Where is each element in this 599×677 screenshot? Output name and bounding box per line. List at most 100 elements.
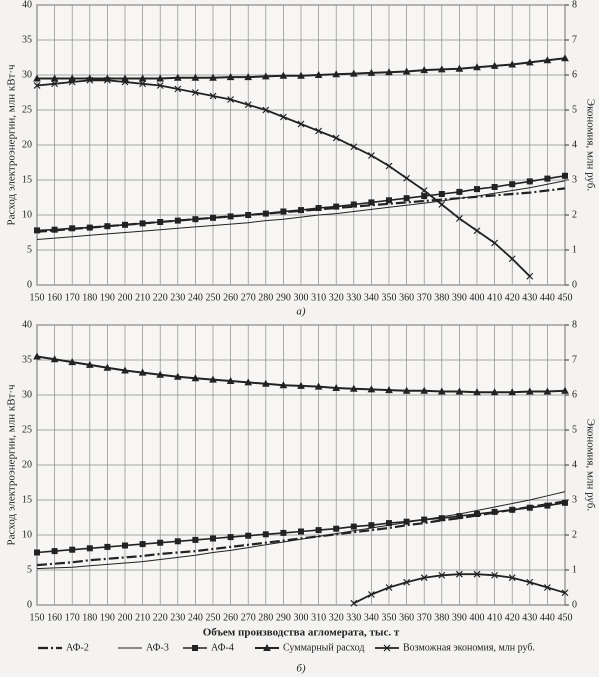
marker [33, 352, 41, 360]
marker [491, 571, 499, 579]
marker [543, 584, 551, 591]
x-tick-label: 410 [487, 292, 502, 303]
x-tick-label: 370 [417, 292, 432, 303]
marker [349, 384, 358, 392]
x-tick-label: 320 [329, 292, 344, 303]
marker [280, 529, 287, 536]
marker [191, 89, 199, 96]
marker [192, 216, 199, 223]
x-tick-label: 430 [522, 612, 537, 623]
marker [403, 578, 411, 586]
marker [51, 226, 58, 233]
y2-tick-label: 2 [572, 209, 577, 220]
marker [383, 644, 391, 652]
marker [34, 227, 40, 234]
marker [34, 549, 40, 556]
y-tick-label: 10 [22, 209, 32, 220]
marker [561, 54, 569, 62]
y-tick-label: 30 [22, 69, 32, 80]
marker [544, 502, 551, 509]
x-tick-label: 210 [135, 292, 150, 303]
marker [473, 63, 481, 71]
marker [104, 543, 111, 550]
marker [420, 66, 429, 74]
marker [191, 73, 200, 81]
marker [245, 212, 252, 218]
legend-item: Возможная экономия, млн руб. [375, 642, 535, 653]
y-tick-label: 30 [22, 389, 32, 400]
marker [209, 92, 217, 100]
marker [122, 542, 128, 549]
y-tick-label: 25 [22, 424, 32, 435]
marker [350, 143, 358, 151]
series-line [36, 500, 566, 567]
y-tick-label: 0 [27, 279, 32, 290]
marker [456, 188, 463, 195]
marker [526, 272, 534, 280]
marker [421, 193, 428, 200]
marker [403, 518, 410, 525]
marker [367, 591, 375, 598]
marker [333, 203, 340, 210]
marker [85, 360, 94, 368]
x-tick-label: 330 [346, 292, 361, 303]
marker [86, 76, 94, 84]
y2-tick-label: 1 [572, 244, 577, 255]
marker [474, 186, 480, 193]
marker [138, 368, 147, 376]
marker [386, 197, 392, 204]
legend-item: АФ-4 [183, 642, 234, 653]
x-tick-label: 160 [47, 612, 62, 623]
marker [191, 374, 200, 382]
y2-tick-label: 4 [572, 139, 577, 150]
y2-tick-label: 5 [572, 104, 577, 115]
marker [50, 355, 59, 363]
x-tick-label: 350 [382, 292, 397, 303]
x-tick-label: 440 [540, 292, 555, 303]
marker [473, 388, 481, 396]
marker [385, 162, 393, 170]
marker [561, 589, 569, 597]
y2-tick-label: 4 [572, 459, 577, 470]
marker [368, 522, 375, 529]
legend-item: Суммарный расход [255, 642, 364, 653]
marker [420, 187, 428, 194]
marker [420, 386, 429, 394]
marker [68, 74, 77, 82]
marker [333, 525, 340, 532]
marker [261, 72, 270, 80]
marker [368, 199, 375, 206]
marker [349, 69, 358, 77]
marker [455, 570, 463, 578]
x-tick-label: 260 [223, 612, 238, 623]
x-tick-label: 180 [82, 612, 97, 623]
x-tick-label: 390 [452, 292, 467, 303]
marker [314, 382, 323, 390]
y2-tick-label: 0 [572, 599, 577, 610]
marker [438, 201, 446, 208]
y-tick-label: 15 [22, 494, 32, 505]
marker [385, 584, 393, 591]
x-tick-label: 300 [294, 292, 309, 303]
marker [209, 375, 217, 383]
marker [315, 205, 322, 211]
marker [509, 506, 516, 513]
x-tick-label: 230 [170, 612, 185, 623]
x-tick-label: 190 [100, 292, 115, 303]
marker [315, 527, 322, 534]
x-tick-label: 310 [311, 612, 326, 623]
marker [122, 221, 128, 228]
y2-tick-label: 6 [572, 389, 577, 400]
marker [508, 574, 516, 582]
x-tick-label: 270 [241, 612, 256, 623]
marker [69, 546, 76, 553]
x-tick-label: 250 [206, 612, 221, 623]
marker [68, 358, 77, 366]
marker [456, 513, 463, 520]
y-axis-title: Расход электроэнергии, млн кВт·ч [6, 384, 18, 546]
marker [490, 61, 499, 69]
marker [508, 60, 517, 68]
y-tick-label: 5 [27, 564, 32, 575]
marker [526, 178, 533, 185]
y2-tick-label: 0 [572, 279, 577, 290]
